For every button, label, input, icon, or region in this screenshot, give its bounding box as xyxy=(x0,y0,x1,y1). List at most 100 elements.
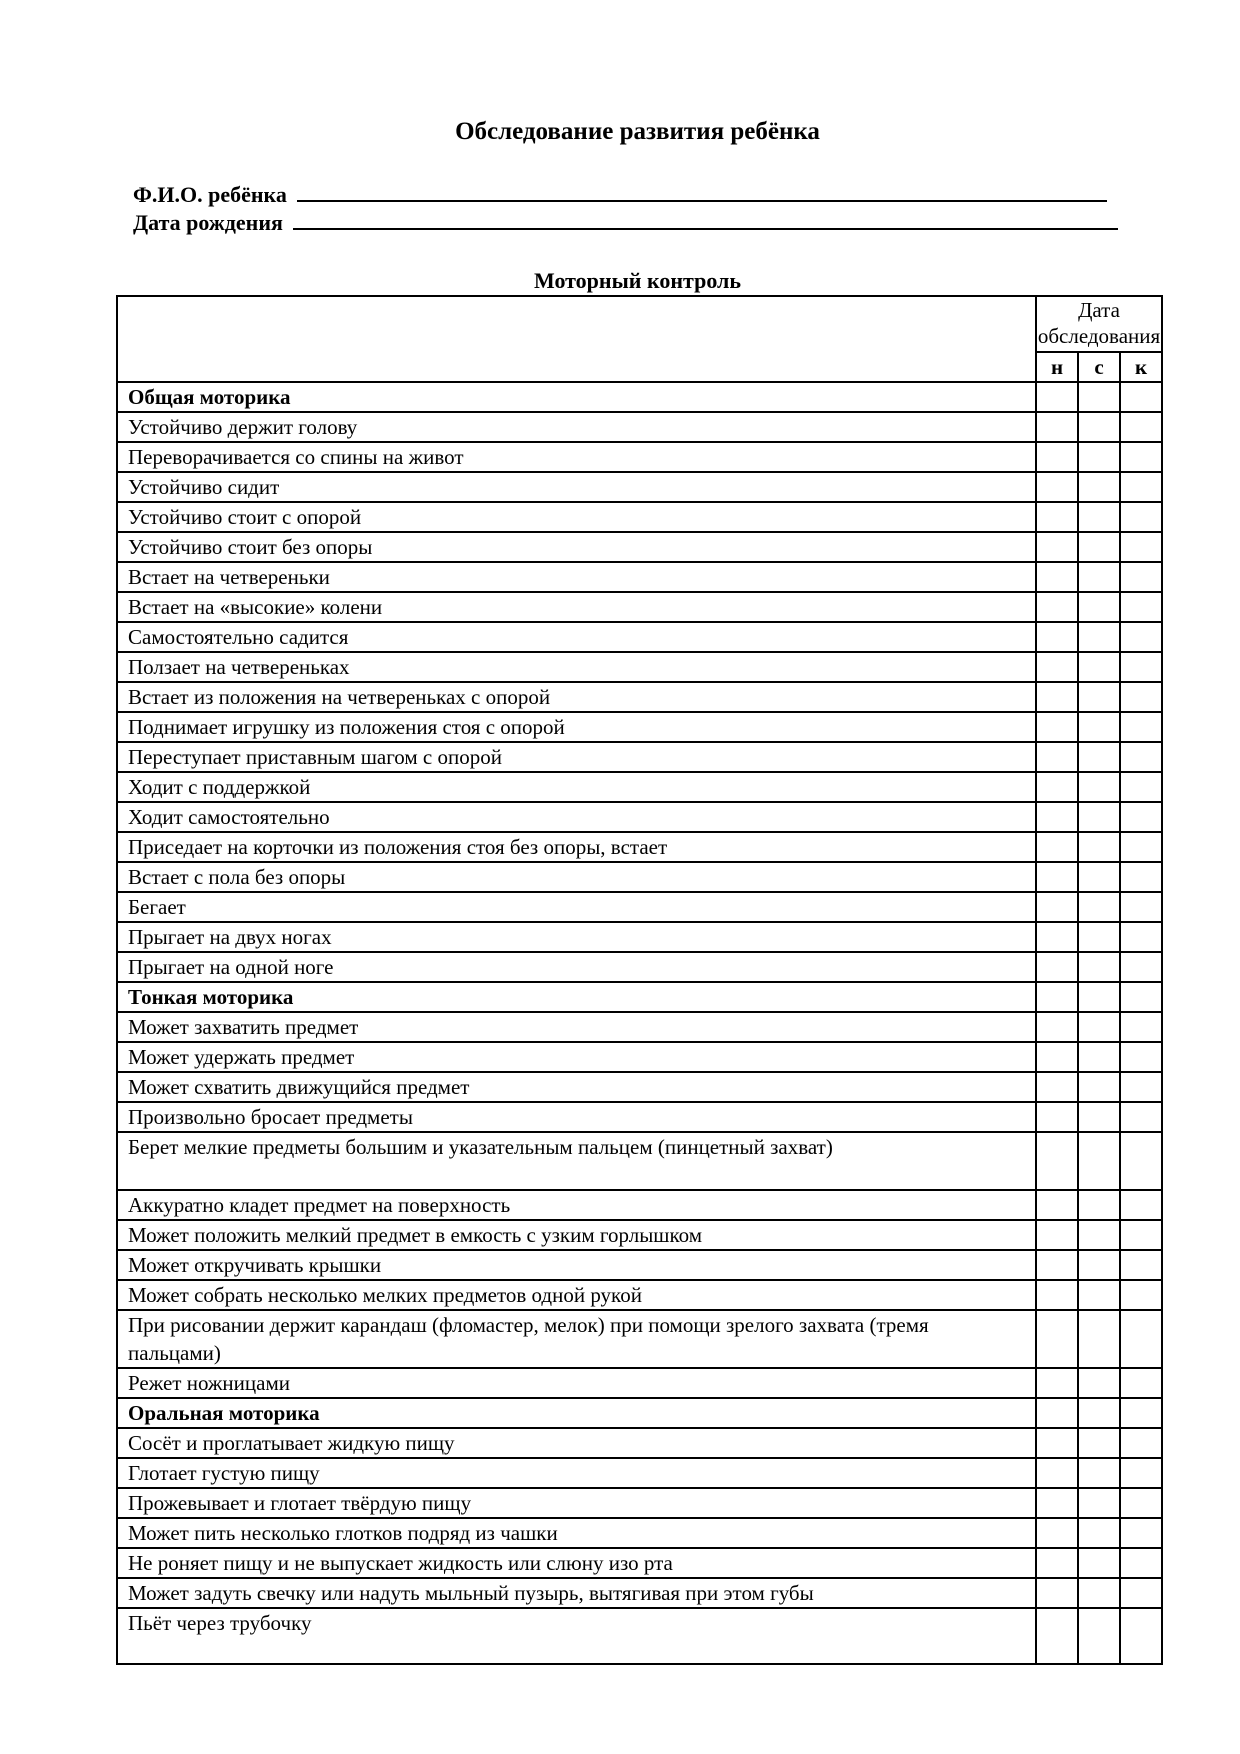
mark-cell-n[interactable] xyxy=(1035,471,1079,503)
mark-cell-n[interactable] xyxy=(1035,501,1079,533)
mark-cell-n[interactable] xyxy=(1035,801,1079,833)
mark-cell-n[interactable] xyxy=(1035,381,1079,413)
mark-cell-s[interactable] xyxy=(1077,1041,1121,1073)
mark-cell-k[interactable] xyxy=(1119,1547,1163,1579)
mark-cell-s[interactable] xyxy=(1077,861,1121,893)
mark-cell-n[interactable] xyxy=(1035,771,1079,803)
mark-cell-s[interactable] xyxy=(1077,1397,1121,1429)
mark-cell-k[interactable] xyxy=(1119,1189,1163,1221)
mark-cell-s[interactable] xyxy=(1077,591,1121,623)
mark-cell-s[interactable] xyxy=(1077,471,1121,503)
mark-cell-n[interactable] xyxy=(1035,1607,1079,1665)
mark-cell-n[interactable] xyxy=(1035,1041,1079,1073)
mark-cell-k[interactable] xyxy=(1119,1101,1163,1133)
mark-cell-n[interactable] xyxy=(1035,741,1079,773)
mark-cell-s[interactable] xyxy=(1077,981,1121,1013)
mark-cell-s[interactable] xyxy=(1077,1249,1121,1281)
mark-cell-n[interactable] xyxy=(1035,531,1079,563)
mark-cell-n[interactable] xyxy=(1035,1011,1079,1043)
mark-cell-n[interactable] xyxy=(1035,951,1079,983)
mark-cell-k[interactable] xyxy=(1119,801,1163,833)
mark-cell-k[interactable] xyxy=(1119,831,1163,863)
mark-cell-k[interactable] xyxy=(1119,561,1163,593)
mark-cell-n[interactable] xyxy=(1035,921,1079,953)
mark-cell-s[interactable] xyxy=(1077,1517,1121,1549)
mark-cell-s[interactable] xyxy=(1077,1547,1121,1579)
mark-cell-s[interactable] xyxy=(1077,1577,1121,1609)
mark-cell-n[interactable] xyxy=(1035,441,1079,473)
mark-cell-k[interactable] xyxy=(1119,771,1163,803)
mark-cell-k[interactable] xyxy=(1119,1427,1163,1459)
mark-cell-n[interactable] xyxy=(1035,561,1079,593)
mark-cell-k[interactable] xyxy=(1119,1071,1163,1103)
mark-cell-s[interactable] xyxy=(1077,561,1121,593)
mark-cell-n[interactable] xyxy=(1035,1487,1079,1519)
mark-cell-k[interactable] xyxy=(1119,1457,1163,1489)
mark-cell-n[interactable] xyxy=(1035,1457,1079,1489)
mark-cell-s[interactable] xyxy=(1077,1487,1121,1519)
mark-cell-k[interactable] xyxy=(1119,1041,1163,1073)
mark-cell-k[interactable] xyxy=(1119,1487,1163,1519)
mark-cell-s[interactable] xyxy=(1077,741,1121,773)
mark-cell-k[interactable] xyxy=(1119,891,1163,923)
mark-cell-s[interactable] xyxy=(1077,891,1121,923)
mark-cell-s[interactable] xyxy=(1077,1367,1121,1399)
mark-cell-k[interactable] xyxy=(1119,471,1163,503)
mark-cell-n[interactable] xyxy=(1035,591,1079,623)
mark-cell-k[interactable] xyxy=(1119,1249,1163,1281)
mark-cell-s[interactable] xyxy=(1077,621,1121,653)
mark-cell-k[interactable] xyxy=(1119,1309,1163,1369)
mark-cell-n[interactable] xyxy=(1035,1249,1079,1281)
mark-cell-s[interactable] xyxy=(1077,1279,1121,1311)
mark-cell-s[interactable] xyxy=(1077,531,1121,563)
mark-cell-n[interactable] xyxy=(1035,1309,1079,1369)
mark-cell-k[interactable] xyxy=(1119,501,1163,533)
mark-cell-n[interactable] xyxy=(1035,1517,1079,1549)
mark-cell-n[interactable] xyxy=(1035,651,1079,683)
mark-cell-n[interactable] xyxy=(1035,1577,1079,1609)
mark-cell-n[interactable] xyxy=(1035,1397,1079,1429)
child-name-field[interactable]: Ф.И.О. ребёнка xyxy=(133,182,1107,208)
mark-cell-k[interactable] xyxy=(1119,381,1163,413)
mark-cell-n[interactable] xyxy=(1035,1071,1079,1103)
mark-cell-n[interactable] xyxy=(1035,861,1079,893)
mark-cell-n[interactable] xyxy=(1035,411,1079,443)
mark-cell-s[interactable] xyxy=(1077,681,1121,713)
birth-date-line[interactable] xyxy=(292,227,1118,230)
mark-cell-n[interactable] xyxy=(1035,831,1079,863)
mark-cell-s[interactable] xyxy=(1077,1131,1121,1191)
mark-cell-k[interactable] xyxy=(1119,651,1163,683)
mark-cell-k[interactable] xyxy=(1119,1279,1163,1311)
mark-cell-s[interactable] xyxy=(1077,1427,1121,1459)
mark-cell-k[interactable] xyxy=(1119,1397,1163,1429)
mark-cell-n[interactable] xyxy=(1035,1131,1079,1191)
mark-cell-n[interactable] xyxy=(1035,1219,1079,1251)
mark-cell-s[interactable] xyxy=(1077,1219,1121,1251)
mark-cell-n[interactable] xyxy=(1035,1427,1079,1459)
mark-cell-k[interactable] xyxy=(1119,1517,1163,1549)
mark-cell-s[interactable] xyxy=(1077,501,1121,533)
mark-cell-s[interactable] xyxy=(1077,1189,1121,1221)
mark-cell-k[interactable] xyxy=(1119,921,1163,953)
mark-cell-k[interactable] xyxy=(1119,591,1163,623)
mark-cell-s[interactable] xyxy=(1077,651,1121,683)
mark-cell-k[interactable] xyxy=(1119,861,1163,893)
mark-cell-s[interactable] xyxy=(1077,1457,1121,1489)
mark-cell-n[interactable] xyxy=(1035,621,1079,653)
mark-cell-n[interactable] xyxy=(1035,1279,1079,1311)
mark-cell-n[interactable] xyxy=(1035,1189,1079,1221)
mark-cell-n[interactable] xyxy=(1035,711,1079,743)
mark-cell-k[interactable] xyxy=(1119,1011,1163,1043)
mark-cell-n[interactable] xyxy=(1035,1547,1079,1579)
mark-cell-k[interactable] xyxy=(1119,531,1163,563)
mark-cell-n[interactable] xyxy=(1035,891,1079,923)
mark-cell-k[interactable] xyxy=(1119,441,1163,473)
mark-cell-s[interactable] xyxy=(1077,831,1121,863)
mark-cell-k[interactable] xyxy=(1119,1607,1163,1665)
mark-cell-s[interactable] xyxy=(1077,771,1121,803)
mark-cell-s[interactable] xyxy=(1077,1607,1121,1665)
mark-cell-s[interactable] xyxy=(1077,411,1121,443)
mark-cell-k[interactable] xyxy=(1119,741,1163,773)
mark-cell-k[interactable] xyxy=(1119,411,1163,443)
mark-cell-k[interactable] xyxy=(1119,1219,1163,1251)
